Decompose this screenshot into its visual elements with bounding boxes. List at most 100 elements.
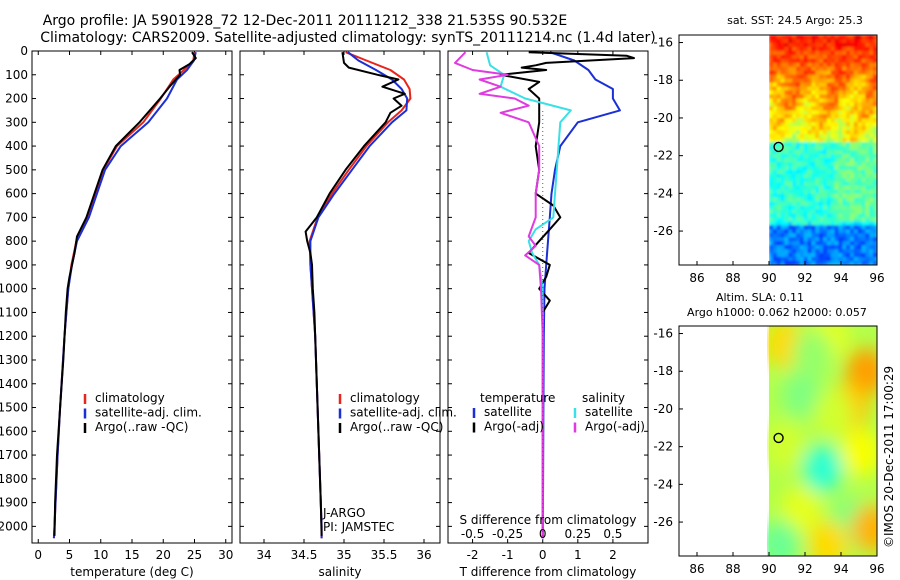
sst-cell <box>861 130 867 135</box>
sst-cell <box>776 241 782 246</box>
sst-cell <box>807 42 813 48</box>
sst-cell <box>792 241 797 246</box>
sst-cell <box>769 241 774 246</box>
sst-cell <box>826 169 832 175</box>
sst-cell <box>842 70 847 76</box>
sst-cell <box>784 189 789 195</box>
sst-cell <box>830 181 836 187</box>
depth-tick-label: 1700 <box>0 448 28 462</box>
sst-cell <box>865 46 870 52</box>
sst-cell <box>788 138 793 143</box>
sst-cell <box>873 42 877 48</box>
sst-cell <box>865 54 870 60</box>
sst-field <box>769 35 877 265</box>
sst-cell <box>819 213 824 219</box>
sst-cell <box>826 157 832 163</box>
sst-cell <box>784 106 789 111</box>
sst-cell <box>869 90 874 96</box>
sst-cell <box>838 82 843 88</box>
sst-cell <box>792 249 797 254</box>
depth-tick-label: 300 <box>5 115 28 129</box>
sst-cell <box>769 114 774 119</box>
sst-cell <box>861 193 867 199</box>
sst-cell <box>857 70 863 76</box>
sst-cell <box>857 193 863 199</box>
sst-cell <box>834 130 840 135</box>
sst-cell <box>865 257 870 262</box>
sst-cell <box>815 193 820 199</box>
sst-cell <box>838 241 843 246</box>
sst-cell <box>861 177 867 183</box>
sst-cell <box>842 110 847 115</box>
sst-cell <box>830 94 836 100</box>
sst-cell <box>772 38 778 44</box>
sst-cell <box>792 201 797 207</box>
sst-cell <box>780 82 786 88</box>
sst-cell <box>834 261 840 265</box>
sla-map-subtitle: Argo h1000: 0.062 h2000: 0.057 <box>687 306 867 319</box>
sst-cell <box>853 130 859 135</box>
sst-cell <box>780 90 786 96</box>
sst-cell <box>799 110 805 115</box>
sst-cell <box>834 102 840 107</box>
sst-cell <box>873 66 877 72</box>
sst-cell <box>796 138 801 143</box>
lon-tick-label: 92 <box>797 562 812 576</box>
sst-cell <box>846 205 851 211</box>
sst-cell <box>819 70 824 76</box>
sst-cell <box>772 126 778 131</box>
sst-cell <box>772 153 778 159</box>
sst-cell <box>769 237 774 242</box>
sst-cell <box>873 134 877 139</box>
sst-cell <box>799 221 805 226</box>
sst-cell <box>873 98 877 104</box>
sst-cell <box>850 78 855 84</box>
sst-cell <box>861 118 867 123</box>
sst-cell <box>861 74 867 80</box>
sst-cell <box>842 169 847 175</box>
sst-cell <box>784 130 789 135</box>
sst-cell <box>830 153 836 159</box>
sst-cell <box>865 153 870 159</box>
sst-cell <box>776 114 782 119</box>
sst-cell <box>784 118 789 123</box>
sst-cell <box>861 54 867 60</box>
sst-cell <box>853 253 859 258</box>
sst-cell <box>861 209 867 215</box>
sst-cell <box>873 62 877 68</box>
sst-cell <box>842 46 847 52</box>
sst-cell <box>869 150 874 155</box>
sst-cell <box>819 54 824 60</box>
sst-cell <box>857 245 863 250</box>
sst-cell <box>788 197 793 203</box>
sst-cell <box>796 142 801 147</box>
sst-cell <box>865 58 870 64</box>
sst-cell <box>803 118 809 123</box>
sst-cell <box>776 54 782 60</box>
sst-cell <box>853 181 859 187</box>
sst-cell <box>869 70 874 76</box>
sst-cell <box>834 106 840 111</box>
sst-cell <box>830 146 836 151</box>
sst-cell <box>784 110 789 115</box>
sst-cell <box>815 98 820 104</box>
sst-cell <box>807 66 813 72</box>
sst-cell <box>850 122 855 127</box>
sst-cell <box>869 54 874 60</box>
sst-cell <box>776 261 782 265</box>
sst-cell <box>826 233 832 238</box>
sst-cell <box>776 245 782 250</box>
sst-cell <box>803 261 809 265</box>
sst-cell <box>853 209 859 215</box>
sst-cell <box>776 185 782 191</box>
sst-cell <box>850 221 855 226</box>
sst-cell <box>826 185 832 191</box>
sst-cell <box>811 126 816 131</box>
sst-cell <box>873 205 877 211</box>
sst-cell <box>772 118 778 123</box>
sst-cell <box>788 193 793 199</box>
sst-cell <box>838 130 843 135</box>
sst-cell <box>807 241 813 246</box>
sst-cell <box>857 94 863 100</box>
lon-tick-label: 90 <box>761 271 776 285</box>
